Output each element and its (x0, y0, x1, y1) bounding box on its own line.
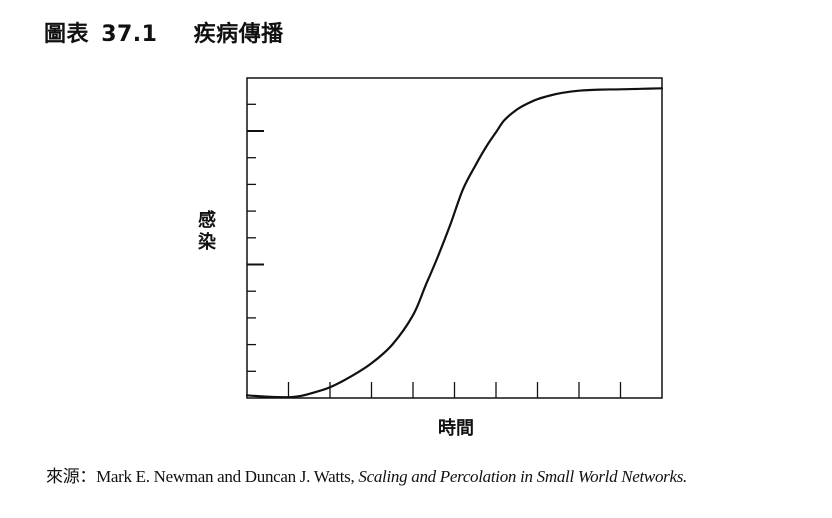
figure-number: 37.1 (101, 22, 158, 47)
figure-title-text: 疾病傳播 (193, 22, 284, 47)
figure-label: 圖表 (44, 22, 90, 47)
source-work-title: Scaling and Percolation in Small World N… (358, 467, 687, 486)
figure-title: 圖表 37.1 疾病傳播 (44, 16, 284, 48)
x-axis-ticks (287, 382, 622, 398)
y-axis-ticks (247, 103, 264, 372)
source-authors: Mark E. Newman and Duncan J. Watts, (96, 467, 359, 486)
x-axis-label: 時間 (438, 418, 474, 439)
source-prefix: 來源： (46, 467, 97, 486)
y-axis-label: 感染 (198, 210, 216, 253)
plot-frame (246, 77, 663, 399)
infection-curve (245, 87, 664, 399)
source-citation: 來源：Mark E. Newman and Duncan J. Watts, S… (46, 462, 687, 487)
